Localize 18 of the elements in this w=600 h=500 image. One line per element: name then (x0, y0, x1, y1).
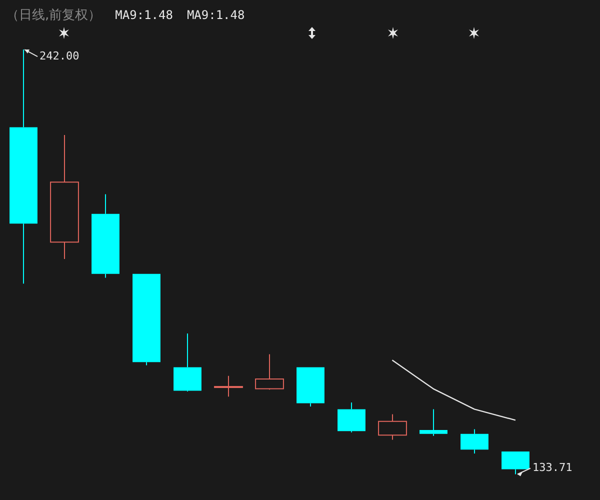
candlestick (420, 408, 448, 436)
candlestick (174, 332, 202, 392)
candlestick (92, 194, 120, 278)
candlestick (214, 375, 243, 398)
candlestick (296, 367, 324, 407)
chart-title: （日线,前复权） (6, 8, 102, 23)
annotation: 242.00 (40, 49, 80, 62)
text: MA9:1.48 (115, 8, 173, 22)
text: MA9:1.48 (186, 8, 245, 22)
candlestick (10, 49, 38, 284)
annotation: 133.71 (532, 461, 572, 474)
candlestick (378, 414, 407, 440)
candlestick (255, 354, 284, 390)
candlestick (338, 402, 366, 433)
candlestick (460, 428, 488, 454)
candlestick (132, 274, 160, 366)
candlestick (502, 452, 530, 475)
candlestick (50, 134, 79, 260)
